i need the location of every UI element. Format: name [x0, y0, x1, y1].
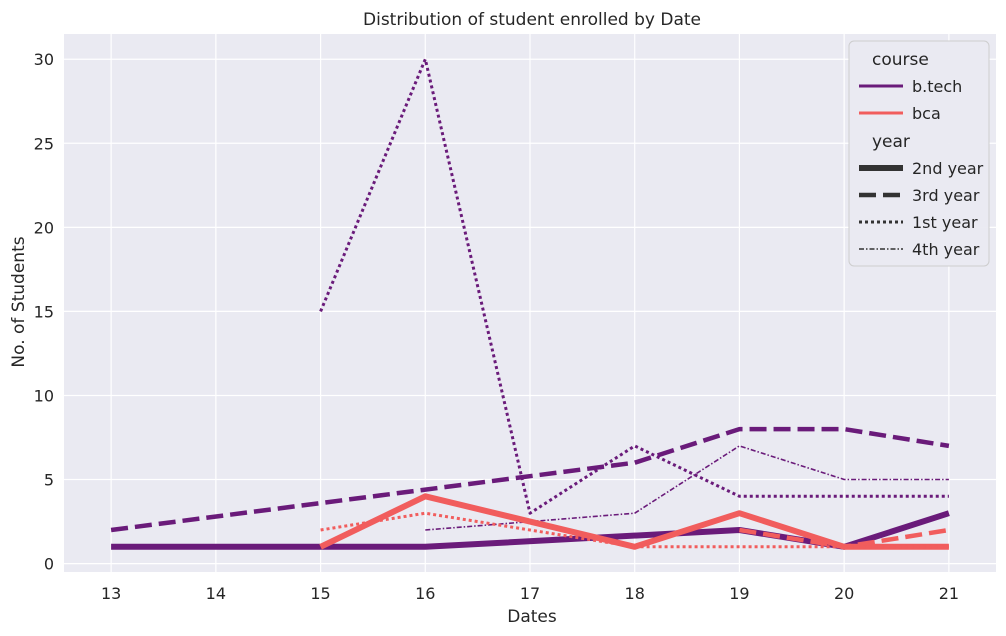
legend-box [848, 40, 990, 267]
legend-title-year: year [872, 132, 910, 152]
x-tick-label: 17 [520, 584, 540, 603]
x-tick-label: 16 [415, 584, 435, 603]
legend-title-course: course [872, 50, 929, 70]
x-tick-label: 18 [625, 584, 645, 603]
legend-entry-label: 1st year [912, 213, 978, 232]
x-tick-label: 14 [206, 584, 226, 603]
series-line-b-tech-4th-year [425, 445, 949, 531]
legend-entry-label: 4th year [912, 240, 980, 259]
y-tick-label: 20 [34, 218, 54, 237]
legend-entry-label: 3rd year [912, 186, 980, 205]
y-tick-label: 10 [34, 386, 54, 405]
x-axis-label: Dates [507, 607, 557, 627]
series-line-b-tech-3rd-year [110, 426, 950, 533]
tick-labels: 13 14 15 16 17 18 19 20 21 0 5 10 15 20 25 30 [34, 50, 959, 603]
series-layer [110, 57, 950, 550]
x-tick-label: 13 [101, 584, 121, 603]
x-tick-label: 20 [834, 584, 854, 603]
x-tick-label: 21 [939, 584, 959, 603]
y-tick-label: 0 [44, 555, 54, 574]
y-axis-label: No. of Students [9, 236, 29, 367]
y-tick-label: 5 [44, 471, 54, 490]
y-tick-label: 30 [34, 50, 54, 69]
y-tick-label: 15 [34, 302, 54, 321]
legend-entry-label: b.tech [912, 77, 962, 96]
x-tick-label: 15 [310, 584, 330, 603]
y-tick-label: 25 [34, 134, 54, 153]
chart-title: Distribution of student enrolled by Date [363, 10, 701, 30]
series-line-bca-3rd-year [739, 527, 950, 550]
series-line-bca-2nd-year [319, 493, 949, 550]
legend-entry-label: 2nd year [912, 159, 984, 178]
x-tick-label: 19 [729, 584, 749, 603]
legend-entry-label: bca [912, 104, 941, 123]
